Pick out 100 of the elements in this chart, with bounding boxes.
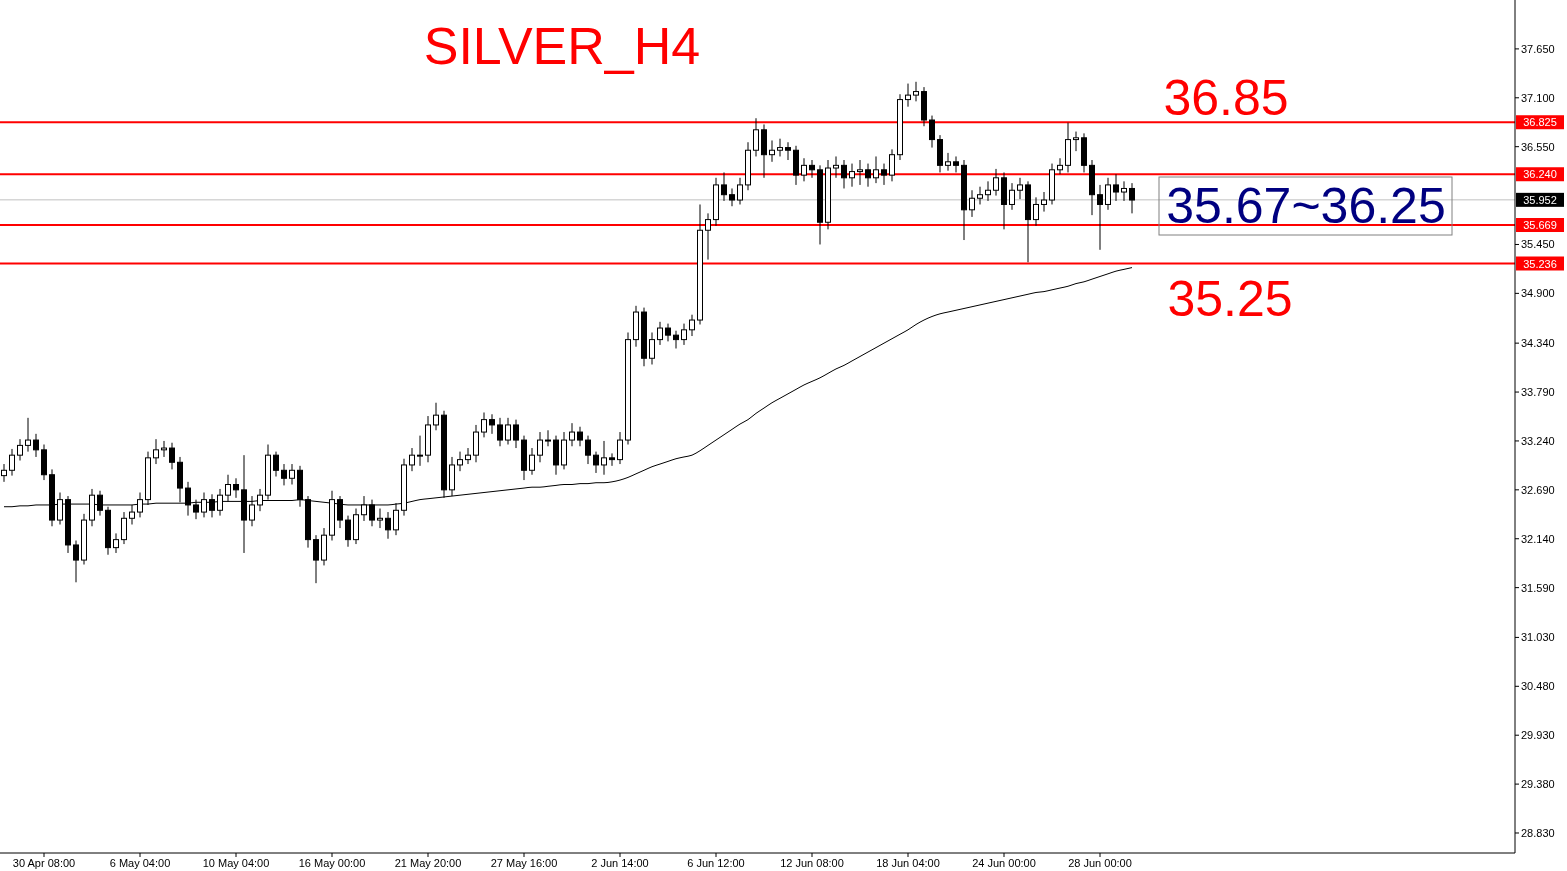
candlestick <box>545 429 551 447</box>
y-tick-label: 37.650 <box>1521 42 1555 55</box>
x-tick-label: 12 Jun 08:00 <box>780 857 844 869</box>
candlestick <box>473 424 479 463</box>
candlestick <box>889 148 895 182</box>
y-tick-label: 28.830 <box>1521 827 1555 839</box>
candlestick <box>1009 182 1015 211</box>
candlestick <box>905 83 911 108</box>
candlestick <box>1113 173 1119 202</box>
chart-title: SILVER_H4 <box>423 17 701 75</box>
candlestick <box>489 413 495 435</box>
y-tick-label: 29.380 <box>1521 778 1555 791</box>
candlestick <box>801 157 807 182</box>
candlestick <box>9 448 15 477</box>
candlestick <box>953 155 959 173</box>
candlestick <box>881 163 887 186</box>
candlestick <box>1041 191 1047 213</box>
candlestick <box>929 115 935 149</box>
candlestick <box>1105 177 1111 211</box>
ref-line-label: 35.236 <box>1523 257 1557 270</box>
candlestick <box>289 463 295 486</box>
candlestick <box>849 163 855 188</box>
y-tick-label: 31.030 <box>1521 631 1555 644</box>
candlestick <box>225 474 231 502</box>
y-tick-label: 31.590 <box>1521 581 1555 594</box>
candlestick <box>737 177 743 205</box>
candlestick <box>153 438 159 465</box>
y-tick-label: 36.550 <box>1521 140 1555 153</box>
candlestick <box>673 330 679 349</box>
candlestick <box>1 463 7 483</box>
x-tick-label: 6 Jun 12:00 <box>687 857 745 869</box>
candlestick <box>537 431 543 463</box>
candlestick <box>609 452 615 467</box>
y-tick-label: 33.790 <box>1521 386 1555 399</box>
x-tick-label: 24 Jun 00:00 <box>972 857 1036 869</box>
x-tick-label: 6 May 04:00 <box>109 857 171 869</box>
candlestick <box>913 81 919 102</box>
candlestick <box>657 321 663 346</box>
candlestick <box>313 534 319 584</box>
candlestick <box>113 532 119 554</box>
candlestick <box>457 451 463 472</box>
candlestick <box>505 417 511 445</box>
candlestick <box>729 187 735 207</box>
candlestick <box>721 171 727 202</box>
candlestick <box>857 159 863 186</box>
candlestick <box>1057 157 1063 175</box>
y-tick-label: 32.140 <box>1521 532 1555 545</box>
candlestick <box>585 435 591 465</box>
candlestick <box>161 440 167 458</box>
candlestick <box>409 447 415 472</box>
candlestick <box>281 463 287 486</box>
candlestick <box>841 159 847 189</box>
candlestick <box>809 159 815 179</box>
ref-line-label: 36.825 <box>1523 116 1557 129</box>
ref-line-label: 35.669 <box>1523 219 1557 232</box>
candlestick <box>689 314 695 337</box>
candlestick <box>873 155 879 184</box>
candlestick <box>513 419 519 449</box>
y-tick-label: 30.480 <box>1521 680 1555 693</box>
y-tick-label: 32.690 <box>1521 483 1555 496</box>
y-tick-label: 34.340 <box>1521 337 1555 350</box>
candlestick <box>1129 182 1135 214</box>
x-tick-label: 28 Jun 00:00 <box>1068 857 1132 869</box>
candlestick <box>233 477 239 499</box>
candlestick <box>417 435 423 467</box>
candlestick <box>777 138 783 157</box>
x-tick-label: 30 Apr 08:00 <box>12 857 76 869</box>
candlestick <box>345 515 351 548</box>
candlestick <box>465 447 471 465</box>
candlestick <box>865 163 871 188</box>
candlestick <box>377 508 383 529</box>
candlestick <box>985 180 991 202</box>
candlestick <box>273 451 279 478</box>
candlestick <box>833 155 839 179</box>
candlestick <box>433 402 439 431</box>
candlestick <box>617 431 623 465</box>
candlestick <box>769 139 775 163</box>
candlestick <box>1017 177 1023 200</box>
candlestick <box>73 540 79 583</box>
y-tick-label: 33.240 <box>1521 434 1555 447</box>
candlestick <box>993 168 999 197</box>
y-tick-label: 34.900 <box>1521 287 1555 300</box>
y-tick-label: 37.100 <box>1521 91 1555 104</box>
x-tick-label: 10 May 04:00 <box>202 857 270 869</box>
candlestick <box>753 117 759 157</box>
candlestick <box>785 141 791 161</box>
candlestick <box>577 426 583 447</box>
candlestick <box>497 417 503 447</box>
candlestick <box>569 422 575 447</box>
candlestick <box>529 447 535 476</box>
candlestick <box>705 212 711 261</box>
x-tick-label: 2 Jun 14:00 <box>591 857 649 869</box>
y-tick-label: 35.450 <box>1521 238 1555 251</box>
candlestick <box>169 442 175 470</box>
candlestick <box>1121 180 1127 202</box>
candlestick <box>121 511 127 545</box>
x-tick-label: 18 Jun 04:00 <box>876 857 940 869</box>
y-tick-label: 29.930 <box>1521 729 1555 742</box>
candlestick <box>17 438 23 461</box>
ref-line-label: 36.240 <box>1523 168 1557 181</box>
